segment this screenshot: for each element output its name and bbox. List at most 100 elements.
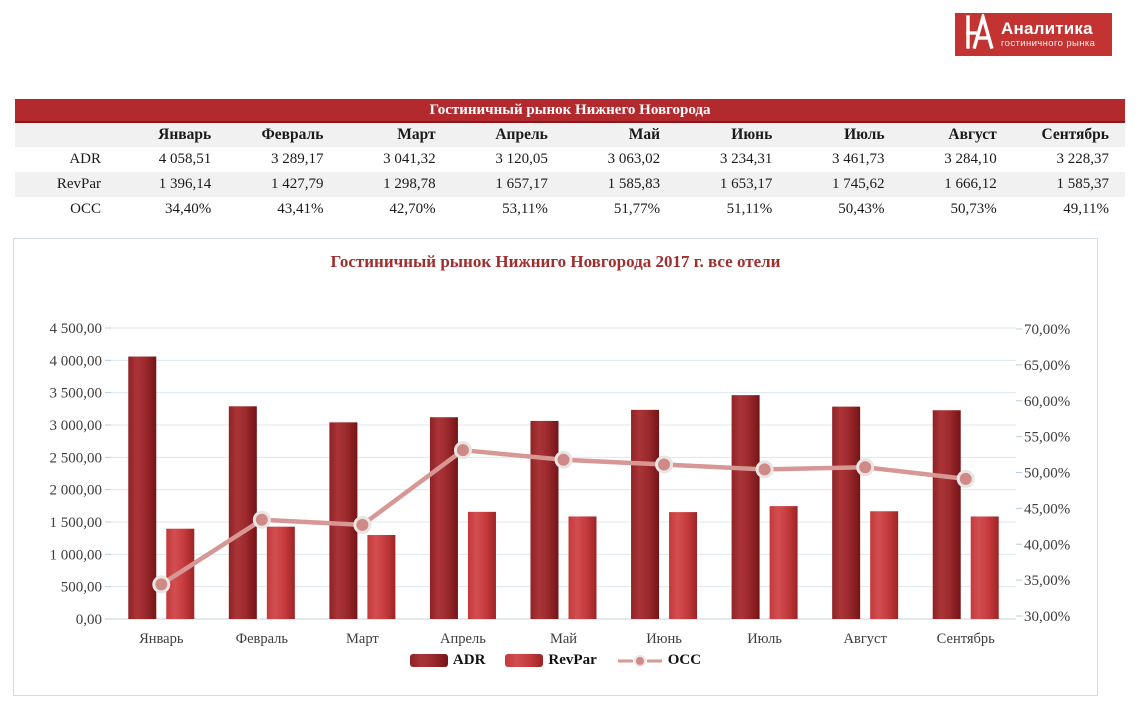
adr-bar xyxy=(731,395,760,619)
y-axis-label-right: 40,00% xyxy=(1024,537,1070,553)
y-axis-label-left: 4 500,00 xyxy=(50,321,103,337)
table-cell: 4 058,51 xyxy=(158,151,212,167)
x-axis-label: Март xyxy=(346,631,379,647)
x-axis-label: Сентябрь xyxy=(937,631,995,647)
table-cell: 3 234,31 xyxy=(719,151,773,167)
x-axis-label: Август xyxy=(844,631,888,647)
y-axis-label-right: 30,00% xyxy=(1024,609,1070,625)
table-cell: 3 461,73 xyxy=(832,151,885,167)
table-cell: 1 396,14 xyxy=(158,176,212,192)
adr-bar xyxy=(530,420,559,619)
occ-marker xyxy=(152,575,171,594)
occ-marker xyxy=(755,460,774,479)
y-axis-label-left: 0,00 xyxy=(76,612,102,628)
adr-bar xyxy=(128,356,157,619)
month-header: Апрель xyxy=(495,126,548,143)
y-axis-label-left: 4 000,00 xyxy=(50,353,103,369)
table-cell: 43,41% xyxy=(277,201,324,217)
revpar-swatch-icon xyxy=(505,654,544,667)
month-header-row: Январь Февраль Март Апрель Май Июнь Июль Август… xyxy=(15,123,1125,147)
table-cell: 3 289,17 xyxy=(270,151,324,167)
y-axis-label-right: 45,00% xyxy=(1024,501,1070,517)
y-axis-label-right: 55,00% xyxy=(1024,430,1070,446)
occ-marker xyxy=(353,515,372,534)
y-axis-label-left: 1 000,00 xyxy=(50,547,103,563)
table-cell: 1 585,37 xyxy=(1056,176,1110,192)
adr-bar xyxy=(429,417,458,619)
adr-bar xyxy=(228,406,257,619)
revpar-bar xyxy=(568,516,597,619)
adr-swatch-icon xyxy=(409,654,448,667)
table-cell: 1 745,62 xyxy=(832,176,885,192)
legend-item-occ: OCC xyxy=(617,652,701,669)
legend-item-revpar: RevPar xyxy=(505,652,597,669)
y-axis-label-left: 3 500,00 xyxy=(50,386,103,402)
market-table: Гостиничный рынок Нижнего Новгорода Янва… xyxy=(15,99,1125,222)
row-label: ADR xyxy=(69,151,101,167)
month-header: Август xyxy=(948,126,997,143)
y-axis-label-left: 500,00 xyxy=(61,580,102,596)
occ-marker xyxy=(856,458,875,477)
legend-label-revpar: RevPar xyxy=(548,652,597,668)
table-cell: 42,70% xyxy=(389,201,436,217)
month-header: Май xyxy=(628,126,661,143)
combo-chart: 0,00 500,00 1 000,00 1 500,00 2 000,00 2 500,… xyxy=(50,321,1071,647)
adr-bar xyxy=(329,422,358,619)
x-axis-label: Июль xyxy=(747,631,782,647)
table-row-occ: OCC 34,40% 43,41% 42,70% 53,11% 51,77% 51,11% 5… xyxy=(15,197,1125,222)
revpar-bar xyxy=(467,511,496,619)
table-cell: 3 284,10 xyxy=(944,151,997,167)
table-cell: 34,40% xyxy=(164,201,212,217)
brand-subtitle: гостиничного рынка xyxy=(1001,38,1096,50)
row-label: RevPar xyxy=(56,176,101,192)
table-cell: 3 063,02 xyxy=(607,151,661,167)
corner-cell xyxy=(15,123,115,147)
x-axis-label: Июнь xyxy=(646,631,682,647)
y-axis-label-right: 50,00% xyxy=(1024,466,1070,482)
revpar-bar xyxy=(970,516,999,619)
row-label: OCC xyxy=(70,201,101,217)
table-cell: 3 120,05 xyxy=(495,151,548,167)
table-cell: 50,73% xyxy=(950,201,997,217)
occ-line-icon xyxy=(617,654,662,667)
adr-bar xyxy=(932,410,961,619)
table-cell: 53,11% xyxy=(502,201,548,217)
table-cell: 50,43% xyxy=(838,201,885,217)
adr-bar xyxy=(832,406,861,619)
occ-marker xyxy=(554,450,573,469)
brand-logo: Аналитика гостиничного рынка xyxy=(955,10,1112,56)
legend-item-adr: ADR xyxy=(409,652,485,669)
month-header: Февраль xyxy=(261,126,324,143)
occ-marker xyxy=(252,510,271,529)
occ-marker xyxy=(956,469,975,488)
y-axis-label-left: 3 000,00 xyxy=(50,418,103,434)
table-cell: 51,11% xyxy=(726,201,773,217)
brand-monogram-icon xyxy=(963,10,995,55)
revpar-bar xyxy=(870,511,899,619)
month-header: Сентябрь xyxy=(1041,126,1109,143)
table-cell: 49,11% xyxy=(1063,201,1109,217)
y-axis-label-left: 1 500,00 xyxy=(50,515,103,531)
y-axis-label-right: 65,00% xyxy=(1024,358,1070,374)
table-title: Гостиничный рынок Нижнего Новгорода xyxy=(15,99,1125,123)
table-cell: 3 041,32 xyxy=(383,151,436,167)
chart-title: Гостиничный рынок Нижниго Новгорода 2017… xyxy=(330,252,781,271)
table-cell: 51,77% xyxy=(613,201,661,217)
table-cell: 1 427,79 xyxy=(270,176,324,192)
table-cell: 1 585,83 xyxy=(607,176,661,192)
table-cell: 3 228,37 xyxy=(1056,151,1110,167)
chart-legend: ADR RevPar OCC xyxy=(14,652,1097,669)
revpar-bar xyxy=(769,506,798,619)
revpar-bar xyxy=(266,526,295,619)
month-header: Июнь xyxy=(731,126,773,143)
occ-marker xyxy=(655,455,674,474)
month-header: Июль xyxy=(844,126,885,143)
revpar-bar xyxy=(367,535,396,619)
table-cell: 1 657,17 xyxy=(495,176,548,192)
x-axis-label: Апрель xyxy=(440,631,486,647)
month-header: Январь xyxy=(158,126,212,143)
chart-panel: 0,00 500,00 1 000,00 1 500,00 2 000,00 2 500,… xyxy=(13,238,1098,696)
table-row-adr: ADR 4 058,51 3 289,17 3 041,32 3 120,05 3 063… xyxy=(15,147,1125,172)
legend-label-occ: OCC xyxy=(667,652,702,668)
